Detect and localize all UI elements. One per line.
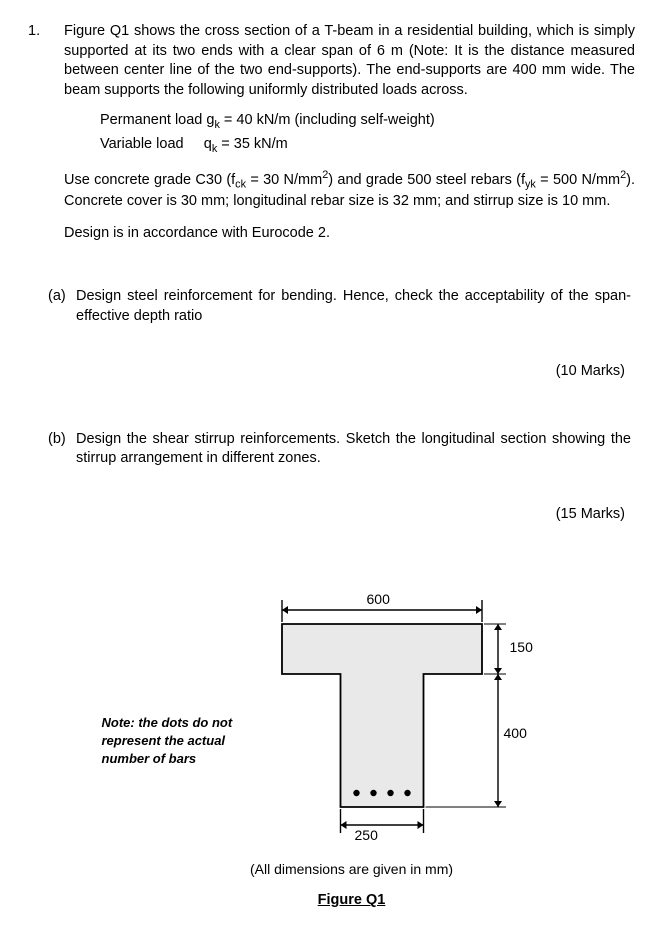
marks-b: (15 Marks)	[28, 505, 635, 525]
caption-minor: (All dimensions are given in mm)	[250, 860, 453, 879]
figure-stage: Note: the dots do not represent the actu…	[122, 584, 542, 854]
part-a-row: (a) Design steel reinforcement for bendi…	[28, 287, 635, 326]
mat-yk-sub: yk	[525, 178, 536, 190]
mat-pre: Use concrete grade C30 (f	[64, 171, 235, 187]
dim-web-width: 250	[355, 826, 378, 845]
var-val: = 35 kN/m	[217, 136, 288, 152]
part-a-label: (a)	[48, 287, 76, 307]
loads-block: Permanent load gk = 40 kN/m (including s…	[100, 110, 635, 157]
variable-load-line: Variable load qk = 35 kN/m	[100, 134, 635, 158]
part-b-label: (b)	[48, 430, 76, 450]
mat-mid: ) and grade 500 steel rebars (f	[328, 171, 525, 187]
page: 1. Figure Q1 shows the cross section of …	[0, 0, 663, 931]
mat-yk-post: = 500 N/mm	[536, 171, 620, 187]
mat-ck-sub: ck	[235, 178, 246, 190]
permanent-load-line: Permanent load gk = 40 kN/m (including s…	[100, 110, 635, 134]
perm-label: Permanent load g	[100, 112, 214, 128]
intro-paragraph: Figure Q1 shows the cross section of a T…	[64, 22, 635, 100]
marks-a: (10 Marks)	[28, 362, 635, 382]
perm-val: = 40 kN/m (including self-weight)	[220, 112, 435, 128]
question-row: 1. Figure Q1 shows the cross section of …	[28, 22, 635, 100]
question-number: 1.	[28, 22, 64, 42]
dim-web-depth: 400	[504, 724, 527, 743]
materials-paragraph: Use concrete grade C30 (fck = 30 N/mm2) …	[64, 168, 635, 212]
dim-flange-depth: 150	[510, 638, 533, 657]
part-b-text: Design the shear stirrup reinforcements.…	[76, 430, 635, 469]
var-label: Variable load	[100, 136, 184, 152]
mat-ck-post: = 30 N/mm	[246, 171, 322, 187]
var-sym: q	[204, 136, 212, 152]
part-b-row: (b) Design the shear stirrup reinforceme…	[28, 430, 635, 469]
caption-main: Figure Q1	[318, 891, 386, 911]
tbeam-diagram	[122, 584, 542, 854]
figure-wrap: Note: the dots do not represent the actu…	[28, 584, 635, 910]
dim-top-width: 600	[367, 590, 390, 609]
design-code-line: Design is in accordance with Eurocode 2.	[64, 224, 635, 244]
part-a-text: Design steel reinforcement for bending. …	[76, 287, 635, 326]
